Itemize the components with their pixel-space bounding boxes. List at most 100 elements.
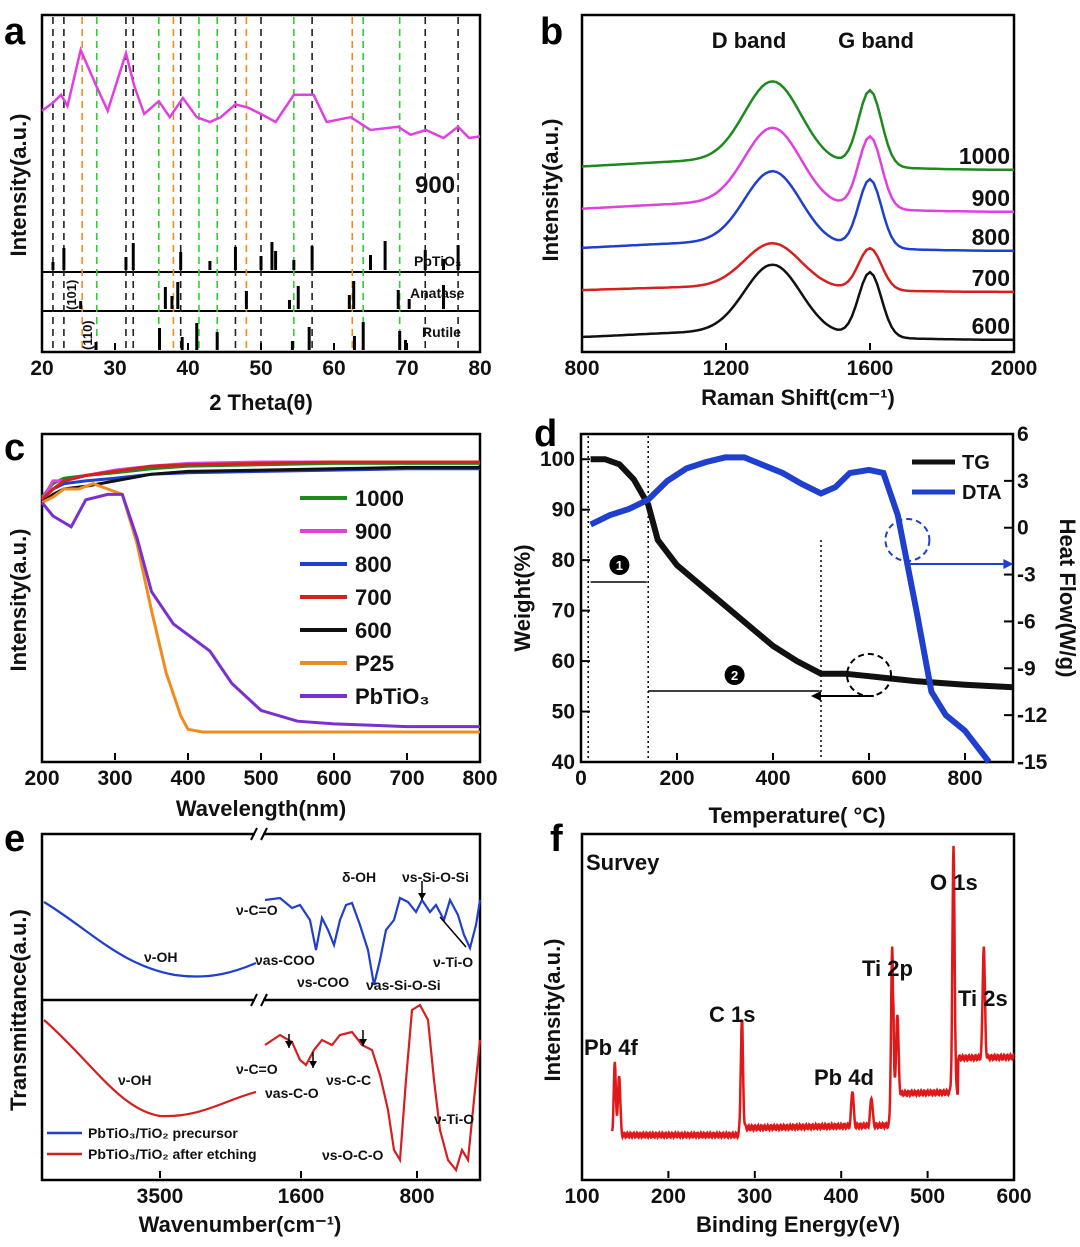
panel-d-x-title: Temperature( °C) bbox=[708, 803, 885, 828]
panel-b-label-1000: 1000 bbox=[959, 143, 1010, 169]
panel-b-curve-700 bbox=[581, 241, 1014, 294]
panel-f-frame bbox=[580, 832, 1016, 1182]
panel-b-xtick-1200: 1200 bbox=[703, 357, 750, 380]
panel-d-xtick-200: 200 bbox=[659, 767, 694, 790]
panel-d-ytick-90: 90 bbox=[552, 499, 575, 522]
panel-d-ytick-60: 60 bbox=[552, 650, 575, 673]
panel-f-xtick-300: 300 bbox=[737, 1185, 772, 1208]
panel-e-anno-r-tio: ν-Ti-O bbox=[434, 1111, 474, 1127]
panel-e-precursor-curve-right bbox=[264, 896, 482, 986]
panel-c-uv-curves bbox=[40, 460, 480, 734]
panel-a-xrd-curve bbox=[41, 46, 481, 140]
panel-e-arrow-tio bbox=[439, 916, 467, 948]
panel-a-x-ticks: 20 30 40 50 60 70 80 bbox=[30, 343, 492, 380]
panel-c-x-ticks: 200 300 400 500 600 700 800 bbox=[24, 753, 498, 790]
panel-letter-c: c bbox=[4, 427, 25, 469]
panel-e-anno-b-oh: ν-OH bbox=[144, 949, 177, 965]
panel-letter-d: d bbox=[534, 413, 557, 455]
panel-e-anno-b-co: ν-C=O bbox=[236, 902, 278, 918]
panel-d-xtick-800: 800 bbox=[947, 767, 982, 790]
panel-e-xtick-800: 800 bbox=[399, 1185, 434, 1208]
panel-d-stage-marker-1 bbox=[724, 665, 745, 685]
panel-d-xtick-600: 600 bbox=[851, 767, 886, 790]
panel-a-xtick-80: 80 bbox=[468, 357, 491, 380]
panel-e-anno-r-s-oco: νs-O-C-O bbox=[322, 1147, 384, 1163]
panel-e-break-a-0 bbox=[250, 827, 258, 841]
panel-e-anno-r-as-co: νas-C-O bbox=[265, 1085, 319, 1101]
panel-b-xtick-1600: 1600 bbox=[847, 357, 894, 380]
panel-d-y2tick--6: -6 bbox=[1017, 610, 1036, 633]
panel-c: c 1000 900 800 700 600 P25 PbTiO₃ 200 300 400 500… bbox=[4, 427, 498, 821]
panel-c-xtick-600: 600 bbox=[316, 767, 351, 790]
panel-e-legend-etched: PbTiO₃/TiO₂ after etching bbox=[88, 1146, 257, 1162]
panel-d-stage-label-1: 2 bbox=[731, 668, 738, 683]
panel-e-xtick-1600: 1600 bbox=[278, 1185, 325, 1208]
panel-c-xtick-500: 500 bbox=[243, 767, 278, 790]
panel-e-arrowhead-1 bbox=[309, 1061, 317, 1068]
panel-c-legend-700: 700 bbox=[355, 585, 392, 610]
panel-a-xtick-60: 60 bbox=[322, 357, 345, 380]
panel-d-tg-arrowhead bbox=[811, 691, 821, 701]
panel-f-x-ticks: 100 200 300 400 500 600 bbox=[564, 1171, 1032, 1208]
panel-b-curve-1000 bbox=[581, 80, 1014, 172]
panel-c-curve-PbTiO₃ bbox=[40, 492, 480, 729]
panel-c-xtick-300: 300 bbox=[97, 767, 132, 790]
panel-c-legend: 1000 900 800 700 600 P25 PbTiO₃ bbox=[300, 486, 430, 709]
panel-c-xtick-400: 400 bbox=[170, 767, 205, 790]
panel-d-ticks: 0 200 400 600 800 40 50 60 70 80 90 100 6 3 0 -3 -6 -9 -12… bbox=[540, 423, 1048, 790]
panel-c-curve-700 bbox=[40, 460, 480, 501]
panel-d-y2tick-3: 3 bbox=[1017, 470, 1029, 493]
panel-e-axis-breaks bbox=[250, 827, 268, 1007]
panel-b-xtick-2000: 2000 bbox=[991, 357, 1038, 380]
panel-d-stage-label-0: 1 bbox=[616, 558, 623, 573]
panel-e-anno-b-doh: δ-OH bbox=[342, 869, 376, 885]
panel-f-xps-curve bbox=[610, 845, 1015, 1141]
panel-e-anno-b-tio: ν-Ti-O bbox=[433, 954, 473, 970]
panel-d-y2tick--15: -15 bbox=[1017, 751, 1048, 774]
panel-d-ytick-50: 50 bbox=[552, 701, 575, 724]
panel-f-xtick-600: 600 bbox=[996, 1185, 1031, 1208]
panel-c-xtick-700: 700 bbox=[389, 767, 424, 790]
panel-e-anno-b-s-coo: νs-COO bbox=[297, 974, 349, 990]
panel-b-curve-900 bbox=[581, 126, 1014, 214]
panel-d-xtick-400: 400 bbox=[755, 767, 790, 790]
panel-c-frame bbox=[40, 432, 482, 764]
panel-d-y2tick--9: -9 bbox=[1017, 657, 1036, 680]
panel-b-curve-800 bbox=[581, 169, 1014, 253]
panel-c-legend-PbTiO₃: PbTiO₃ bbox=[355, 684, 430, 709]
panel-e-anno-r-s-cc: νs-C-C bbox=[326, 1072, 371, 1088]
panel-e-precursor-curve-left bbox=[43, 901, 257, 978]
panel-b-label-600: 600 bbox=[972, 313, 1010, 339]
panel-e-break-b-1 bbox=[260, 993, 268, 1007]
panel-d-stage-dividers bbox=[587, 436, 822, 760]
panel-d-xtick-0: 0 bbox=[575, 767, 587, 790]
panel-a-xtick-70: 70 bbox=[395, 357, 418, 380]
panel-d-stage-marker-0 bbox=[609, 555, 630, 575]
panel-d-y2tick--12: -12 bbox=[1017, 704, 1047, 727]
panel-b-frame bbox=[580, 13, 1016, 354]
panel-e-arrowhead-3 bbox=[418, 893, 426, 900]
panel-b-y-title: Intensity(a.u.) bbox=[538, 118, 563, 261]
panel-e-break-b-0 bbox=[260, 827, 268, 841]
panel-d-legend-DTA: DTA bbox=[962, 482, 1002, 504]
panel-a-frame bbox=[40, 13, 482, 354]
panel-b: b D band G band 1000 900 800 700 600 800 1200… bbox=[538, 11, 1037, 410]
panel-b-xtick-800: 800 bbox=[564, 357, 599, 380]
panel-a-xtick-40: 40 bbox=[176, 357, 199, 380]
panel-d-tg-curve bbox=[590, 456, 1014, 691]
panel-f-title: Survey bbox=[586, 850, 660, 875]
panel-a-y-title: Intensity(a.u.) bbox=[6, 113, 31, 256]
panel-a-xtick-50: 50 bbox=[249, 357, 272, 380]
panel-letter-b: b bbox=[540, 11, 563, 53]
panel-f-xtick-500: 500 bbox=[910, 1185, 945, 1208]
panel-e-break-gap-0 bbox=[255, 828, 263, 840]
panel-a-curve-label: 900 bbox=[415, 172, 455, 199]
panel-c-y-title: Intensity(a.u.) bbox=[6, 528, 31, 671]
panel-d-legend: TG DTA bbox=[912, 452, 1002, 504]
panel-c-legend-600: 600 bbox=[355, 618, 392, 643]
panel-e-break-a-1 bbox=[250, 993, 258, 1007]
panel-f-label-ti2p: Ti 2p bbox=[862, 956, 913, 981]
panel-e-etched-curve-left bbox=[43, 1019, 257, 1118]
